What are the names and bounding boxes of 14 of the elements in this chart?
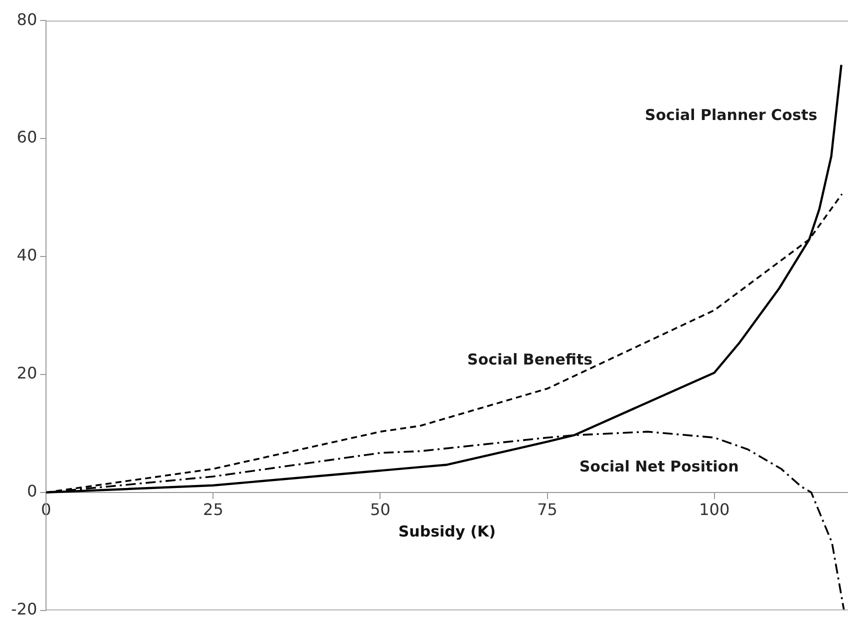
x-axis-title: Subsidy (K) xyxy=(398,522,496,541)
x-tick-label: 75 xyxy=(537,500,558,520)
y-tick-label: 20 xyxy=(16,364,38,383)
y-tick-label: 80 xyxy=(16,10,38,29)
x-tick-label: 25 xyxy=(203,500,224,520)
x-tick-label: 50 xyxy=(370,500,390,520)
series-label: Social Benefits xyxy=(467,350,593,369)
y-tick-label: -20 xyxy=(10,600,38,619)
y-tick-label: 60 xyxy=(16,128,38,147)
y-tick-label: 0 xyxy=(26,482,38,501)
series-label: Social Planner Costs xyxy=(644,106,818,124)
x-tick-label: 100 xyxy=(699,500,730,520)
series-label: Social Net Position xyxy=(579,457,739,476)
y-tick-label: 40 xyxy=(16,246,38,265)
